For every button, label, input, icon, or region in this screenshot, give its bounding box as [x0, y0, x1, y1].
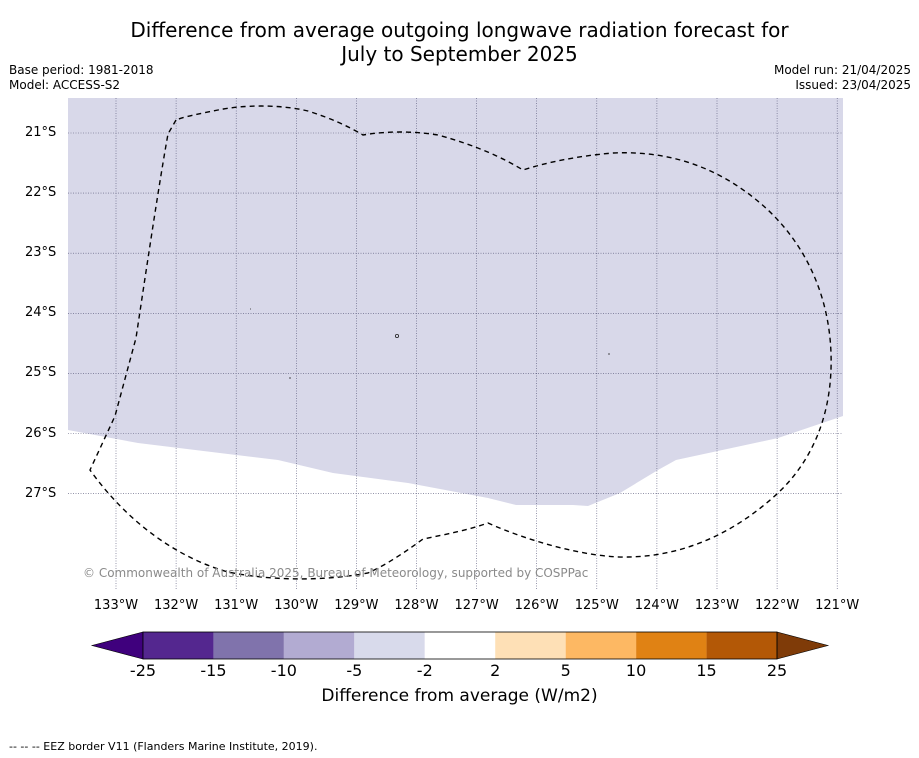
- eez-legend-note: -- -- -- EEZ border V11 (Flanders Marine…: [9, 740, 318, 753]
- colorbar-outline: [142, 631, 778, 660]
- lon-label: 122°W: [755, 598, 800, 613]
- lat-label: 21°S: [25, 125, 57, 140]
- colorbar-segment: [143, 632, 214, 659]
- colorbar-tick-label: 25: [766, 661, 788, 680]
- colorbar-extend-min: [90, 631, 144, 660]
- graticule: [68, 98, 843, 590]
- lon-label: 126°W: [514, 598, 559, 613]
- colorbar-segment: [354, 632, 425, 659]
- colorbar-extend-max: [776, 631, 830, 660]
- lat-label: 25°S: [25, 365, 57, 381]
- colorbar-tick-label: -2: [416, 661, 433, 680]
- lon-label: 125°W: [574, 598, 619, 613]
- colorbar-tick-label: 15: [696, 661, 717, 680]
- lon-label: 124°W: [634, 598, 679, 613]
- copyright-notice: © Commonwealth of Australia 2025, Bureau…: [83, 566, 589, 580]
- lon-label: 131°W: [214, 598, 259, 613]
- model-run: Model run: 21/04/2025: [773, 63, 911, 77]
- lon-label: 130°W: [274, 598, 319, 613]
- lat-label: 23°S: [25, 245, 57, 261]
- lat-label: 26°S: [25, 425, 57, 441]
- chart-title: Difference from average outgoing longwav…: [0, 18, 919, 66]
- meta-left: Base period: 1981-2018 Model: ACCESS-S2: [9, 63, 154, 93]
- meta-right: Model run: 21/04/2025 Issued: 23/04/2025: [774, 63, 911, 93]
- anomaly-region-shading: [68, 98, 843, 506]
- title-line-1: Difference from average outgoing longwav…: [130, 18, 789, 42]
- colorbar-segment: [706, 632, 777, 659]
- map-panel: [68, 98, 843, 590]
- model-name: Model: ACCESS-S2: [9, 78, 121, 92]
- colorbar: [90, 631, 830, 660]
- island-marks: [250, 308, 610, 379]
- colorbar-segment: [424, 632, 496, 659]
- lat-label: 24°S: [25, 305, 57, 321]
- lon-label: 127°W: [454, 598, 499, 613]
- lat-label: 22°S: [25, 185, 57, 201]
- lon-label: 123°W: [694, 598, 740, 613]
- lon-label: 128°W: [394, 598, 439, 613]
- island-mark: [394, 333, 399, 338]
- lon-label: 121°W: [815, 598, 860, 613]
- lon-label: 132°W: [154, 598, 199, 613]
- colorbar-segment: [213, 632, 284, 659]
- colorbar-tick-label: -15: [200, 661, 227, 680]
- lon-label: 129°W: [334, 598, 379, 613]
- colorbar-tick-label: -10: [270, 661, 297, 680]
- lat-label: 27°S: [25, 485, 57, 501]
- colorbar-tick-label: 10: [625, 661, 647, 680]
- colorbar-tick-label: -25: [129, 661, 157, 680]
- issued-date: Issued: 23/04/2025: [795, 78, 911, 92]
- colorbar-segment: [283, 632, 355, 659]
- title-line-2: July to September 2025: [341, 42, 578, 66]
- colorbar-segment: [565, 632, 637, 659]
- colorbar-segment: [495, 632, 566, 659]
- lon-label: 133°W: [93, 598, 139, 613]
- colorbar-tick-label: 2: [490, 661, 501, 680]
- colorbar-title: Difference from average (W/m2): [321, 686, 598, 706]
- colorbar-segment: [636, 632, 707, 659]
- colorbar-tick-label: -5: [346, 661, 363, 680]
- colorbar-tick-label: 5: [560, 661, 571, 680]
- base-period: Base period: 1981-2018: [9, 63, 154, 77]
